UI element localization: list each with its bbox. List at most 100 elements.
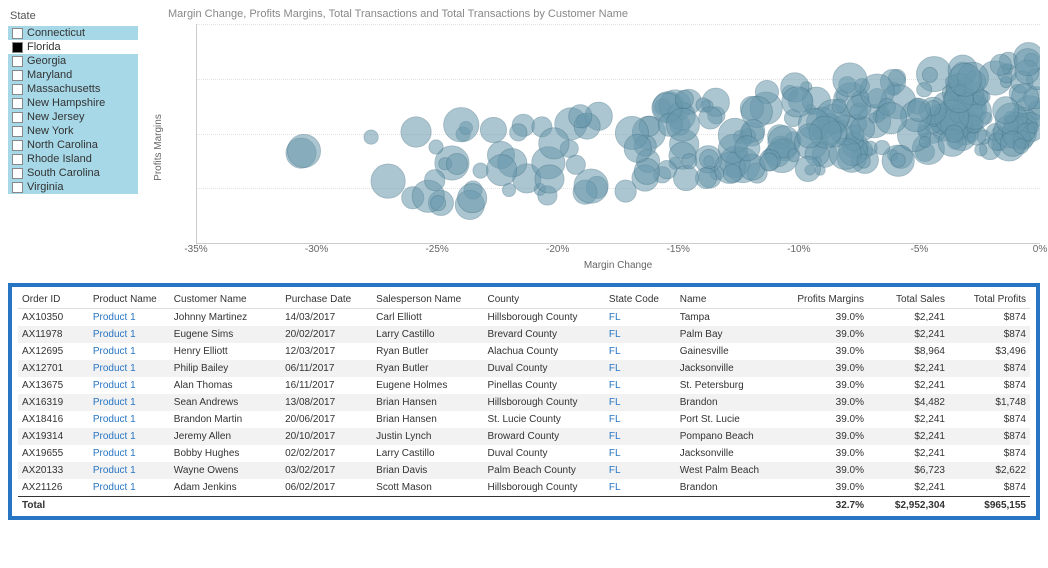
data-point[interactable] — [794, 156, 820, 182]
col-date[interactable]: Purchase Date — [281, 291, 372, 309]
cell-county: Pinellas County — [483, 377, 604, 394]
checkbox-icon — [12, 98, 23, 109]
data-point[interactable] — [364, 129, 379, 144]
cell-sales_t: $8,964 — [868, 343, 949, 360]
table-row[interactable]: AX18416Product 1Brandon Martin20/06/2017… — [18, 411, 1030, 428]
table-row[interactable]: AX12701Product 1Philip Bailey06/11/2017R… — [18, 360, 1030, 377]
table-row[interactable]: AX11978Product 1Eugene Sims20/02/2017Lar… — [18, 326, 1030, 343]
cell-sales: Eugene Holmes — [372, 377, 483, 394]
slicer-item-maryland[interactable]: Maryland — [8, 68, 138, 82]
data-point[interactable] — [535, 164, 564, 193]
table-row[interactable]: AX19655Product 1Bobby Hughes02/02/2017La… — [18, 445, 1030, 462]
col-county[interactable]: County — [483, 291, 604, 309]
data-table[interactable]: Order IDProduct NameCustomer NamePurchas… — [18, 291, 1030, 514]
col-product[interactable]: Product Name — [89, 291, 170, 309]
table-row[interactable]: AX20133Product 1Wayne Owens03/02/2017Bri… — [18, 462, 1030, 479]
data-point[interactable] — [907, 98, 931, 122]
col-customer[interactable]: Customer Name — [170, 291, 281, 309]
data-point[interactable] — [568, 104, 592, 128]
cell-state: FL — [605, 411, 676, 428]
table-row[interactable]: AX12695Product 1Henry Elliott12/03/2017R… — [18, 343, 1030, 360]
data-point[interactable] — [431, 195, 447, 211]
cell-date: 06/11/2017 — [281, 360, 372, 377]
slicer-item-new-york[interactable]: New York — [8, 124, 138, 138]
data-point[interactable] — [480, 117, 506, 143]
data-point[interactable] — [673, 165, 699, 191]
table-row[interactable]: AX19314Product 1Jeremy Allen20/10/2017Ju… — [18, 428, 1030, 445]
cell-city: Gainesville — [676, 343, 787, 360]
cell-sales_t: $2,241 — [868, 479, 949, 497]
data-point[interactable] — [832, 62, 867, 97]
data-point[interactable] — [428, 139, 443, 154]
col-sales_t[interactable]: Total Sales — [868, 291, 949, 309]
total-profits: $965,155 — [949, 497, 1030, 515]
slicer-item-label: Georgia — [27, 55, 134, 67]
data-point[interactable] — [850, 116, 876, 142]
data-point[interactable] — [832, 99, 847, 114]
cell-date: 12/03/2017 — [281, 343, 372, 360]
data-point[interactable] — [1014, 49, 1040, 77]
data-point[interactable] — [874, 140, 890, 156]
checkbox-icon — [12, 112, 23, 123]
cell-order_id: AX18416 — [18, 411, 89, 428]
data-point[interactable] — [992, 96, 1020, 124]
cell-state: FL — [605, 360, 676, 377]
slicer-item-virginia[interactable]: Virginia — [8, 180, 138, 194]
slicer-item-florida[interactable]: Florida — [8, 40, 138, 54]
data-point[interactable] — [760, 153, 779, 172]
cell-order_id: AX19655 — [18, 445, 89, 462]
total-sales_t: $2,952,304 — [868, 497, 949, 515]
slicer-item-new-hampshire[interactable]: New Hampshire — [8, 96, 138, 110]
cell-margin: 39.0% — [787, 479, 868, 497]
data-point[interactable] — [734, 135, 760, 161]
data-point[interactable] — [371, 164, 406, 199]
slicer-item-connecticut[interactable]: Connecticut — [8, 26, 138, 40]
table-row[interactable]: AX21126Product 1Adam Jenkins06/02/2017Sc… — [18, 479, 1030, 497]
data-point[interactable] — [401, 116, 432, 147]
state-slicer[interactable]: State ConnecticutFloridaGeorgiaMarylandM… — [8, 8, 138, 271]
slicer-item-south-carolina[interactable]: South Carolina — [8, 166, 138, 180]
cell-sales_t: $2,241 — [868, 428, 949, 445]
cell-customer: Alan Thomas — [170, 377, 281, 394]
total-state — [605, 497, 676, 515]
table-row[interactable]: AX13675Product 1Alan Thomas16/11/2017Eug… — [18, 377, 1030, 394]
data-point[interactable] — [510, 124, 527, 141]
data-point[interactable] — [699, 149, 719, 169]
cell-product: Product 1 — [89, 428, 170, 445]
data-point[interactable] — [443, 107, 479, 143]
slicer-item-rhode-island[interactable]: Rhode Island — [8, 152, 138, 166]
table-row[interactable]: AX10350Product 1Johnny Martinez14/03/201… — [18, 309, 1030, 327]
data-point[interactable] — [916, 82, 932, 98]
cell-customer: Brandon Martin — [170, 411, 281, 428]
col-state[interactable]: State Code — [605, 291, 676, 309]
data-point[interactable] — [682, 154, 698, 170]
slicer-item-georgia[interactable]: Georgia — [8, 54, 138, 68]
x-tick: -30% — [305, 244, 328, 255]
data-point[interactable] — [486, 154, 518, 186]
cell-sales: Ryan Butler — [372, 343, 483, 360]
data-point[interactable] — [573, 168, 608, 203]
col-order_id[interactable]: Order ID — [18, 291, 89, 309]
col-sales[interactable]: Salesperson Name — [372, 291, 483, 309]
col-city[interactable]: Name — [676, 291, 787, 309]
slicer-item-massachusetts[interactable]: Massachusetts — [8, 82, 138, 96]
data-point[interactable] — [1013, 138, 1029, 154]
col-margin[interactable]: Profits Margins — [787, 291, 868, 309]
cell-customer: Eugene Sims — [170, 326, 281, 343]
data-point[interactable] — [891, 153, 906, 168]
data-point[interactable] — [424, 169, 446, 191]
data-point[interactable] — [876, 102, 908, 134]
data-point[interactable] — [856, 154, 871, 169]
scatter-chart[interactable]: Margin Change, Profits Margins, Total Tr… — [150, 8, 1040, 271]
data-point[interactable] — [287, 134, 321, 168]
slicer-item-north-carolina[interactable]: North Carolina — [8, 138, 138, 152]
cell-customer: Sean Andrews — [170, 394, 281, 411]
checkbox-icon — [12, 84, 23, 95]
slicer-item-new-jersey[interactable]: New Jersey — [8, 110, 138, 124]
data-point[interactable] — [457, 183, 487, 213]
table-row[interactable]: AX16319Product 1Sean Andrews13/08/2017Br… — [18, 394, 1030, 411]
data-point[interactable] — [699, 107, 722, 130]
col-profits[interactable]: Total Profits — [949, 291, 1030, 309]
data-point[interactable] — [945, 124, 964, 143]
cell-county: Hillsborough County — [483, 394, 604, 411]
